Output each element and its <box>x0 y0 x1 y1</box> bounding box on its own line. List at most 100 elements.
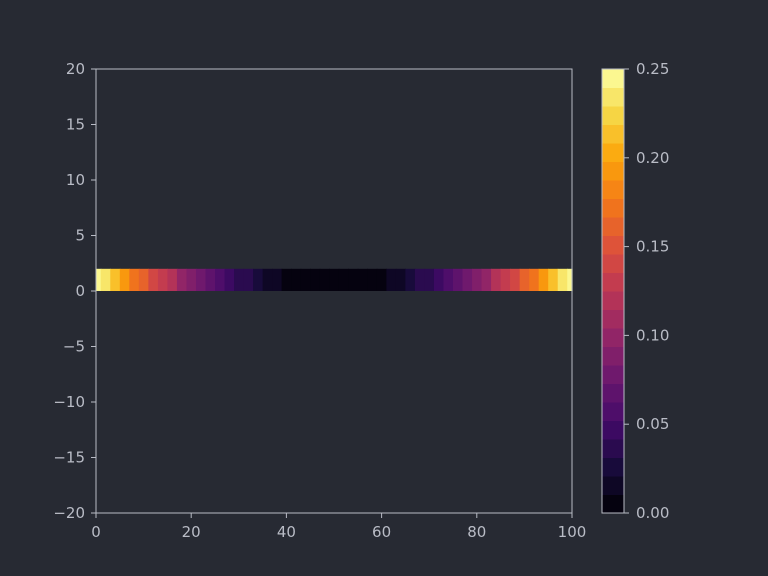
x-tick-label: 40 <box>277 523 296 541</box>
heatmap-cell <box>510 268 521 291</box>
heatmap-cell <box>548 268 559 291</box>
heatmap-cell <box>405 268 416 291</box>
colorbar-cell <box>602 457 624 477</box>
heatmap-cell <box>338 268 349 291</box>
heatmap-cell <box>291 268 302 291</box>
heatmap-cell <box>557 268 568 291</box>
colorbar-cell <box>602 235 624 255</box>
heatmap-cell <box>472 268 483 291</box>
colorbar-cell <box>602 272 624 292</box>
heatmap-cell <box>243 268 254 291</box>
colorbar-frame <box>601 68 625 514</box>
heatmap-cell <box>272 268 283 291</box>
heatmap-cell <box>224 268 235 291</box>
colorbar-cell <box>602 476 624 495</box>
x-axis: 0 20 40 60 80 100 <box>91 513 586 541</box>
y-tick-label: 5 <box>75 227 85 245</box>
y-tick-label: −20 <box>53 504 85 522</box>
colorbar-tick-label: 0.25 <box>636 60 669 78</box>
heatmap-cell <box>129 268 140 291</box>
heatmap-cell <box>367 268 378 291</box>
colorbar-cell <box>602 106 624 125</box>
x-tick-label: 80 <box>467 523 486 541</box>
colorbar-tick-label: 0.15 <box>636 238 669 256</box>
heatmap-cell <box>138 268 149 291</box>
colorbar-axis: 0.00 0.05 0.10 0.15 0.20 0.25 <box>624 60 669 522</box>
heatmap-cell <box>96 268 102 291</box>
colorbar-cell <box>602 180 624 199</box>
heatmap-cell <box>424 268 435 291</box>
heatmap-cell <box>176 268 188 291</box>
heatmap-cell <box>433 268 445 291</box>
heatmap-cell <box>262 268 273 291</box>
colorbar-cell <box>602 439 624 458</box>
heatmap-cell <box>100 268 111 291</box>
colorbar-tick-label: 0.20 <box>636 149 669 167</box>
colorbar-cell <box>602 87 624 107</box>
heatmap-cell <box>491 268 502 291</box>
heatmap-cell <box>253 268 264 291</box>
colorbar-cell <box>602 328 624 347</box>
heatmap-cell <box>538 268 549 291</box>
colorbar-cell <box>602 346 624 366</box>
heatmap-cell <box>500 268 511 291</box>
heatmap-cell <box>567 268 573 291</box>
colorbar-cell <box>602 161 624 181</box>
colorbar-cell <box>602 254 624 273</box>
y-tick-label: −10 <box>53 393 85 411</box>
heatmap-cell <box>529 268 540 291</box>
colorbar-cell <box>602 143 624 162</box>
heatmap-cell <box>453 268 464 291</box>
colorbar-cell <box>602 124 624 144</box>
heatmap-cell <box>186 268 197 291</box>
heatmap-cell <box>157 268 168 291</box>
colorbar-cell <box>602 420 624 440</box>
heatmap-cell <box>215 268 226 291</box>
x-tick-label: 0 <box>91 523 101 541</box>
heatmap-band <box>96 268 573 291</box>
heatmap-cell <box>234 268 245 291</box>
colorbar-cell <box>602 494 624 514</box>
colorbar-cell <box>602 309 624 329</box>
y-axis: 20 15 10 5 0 −5 −10 −15 −20 <box>53 60 96 522</box>
heatmap-cell <box>519 268 530 291</box>
heatmap-cell <box>300 268 311 291</box>
heatmap-cell <box>348 268 359 291</box>
y-tick-label: −15 <box>53 449 85 467</box>
colorbar-cell <box>602 365 624 384</box>
heatmap-cell <box>319 268 330 291</box>
x-tick-label: 60 <box>372 523 391 541</box>
y-tick-label: −5 <box>63 338 85 356</box>
colorbar-cell <box>602 383 624 403</box>
colorbar-cell <box>602 69 624 88</box>
y-tick-label: 15 <box>66 116 85 134</box>
heatmap-cell <box>386 268 397 291</box>
heatmap-cell <box>395 268 406 291</box>
x-tick-label: 100 <box>558 523 587 541</box>
colorbar-tick-label: 0.00 <box>636 504 669 522</box>
heatmap-cell <box>462 268 473 291</box>
heatmap-cell <box>376 268 387 291</box>
heatmap-cell <box>119 268 130 291</box>
x-tick-label: 20 <box>182 523 201 541</box>
colorbar-tick-label: 0.05 <box>636 415 669 433</box>
y-tick-label: 10 <box>66 171 85 189</box>
colorbar-cell <box>602 198 624 218</box>
y-tick-label: 20 <box>66 60 85 78</box>
heatmap-cell <box>443 268 454 291</box>
heatmap-cell <box>110 268 121 291</box>
heatmap-cell <box>481 268 492 291</box>
heatmap-cell <box>195 268 207 291</box>
heatmap-cell <box>205 268 216 291</box>
heatmap-cell <box>357 268 368 291</box>
heatmap-cell <box>281 268 292 291</box>
colorbar-tick-label: 0.10 <box>636 326 669 344</box>
heatmap-cell <box>329 268 340 291</box>
colorbar-cell <box>602 402 624 421</box>
heatmap-cell <box>167 268 178 291</box>
colorbar-cell <box>602 291 624 310</box>
colorbar <box>602 69 624 514</box>
heatmap-cell <box>414 268 426 291</box>
y-tick-label: 0 <box>75 282 85 300</box>
heatmap-cell <box>310 268 321 291</box>
